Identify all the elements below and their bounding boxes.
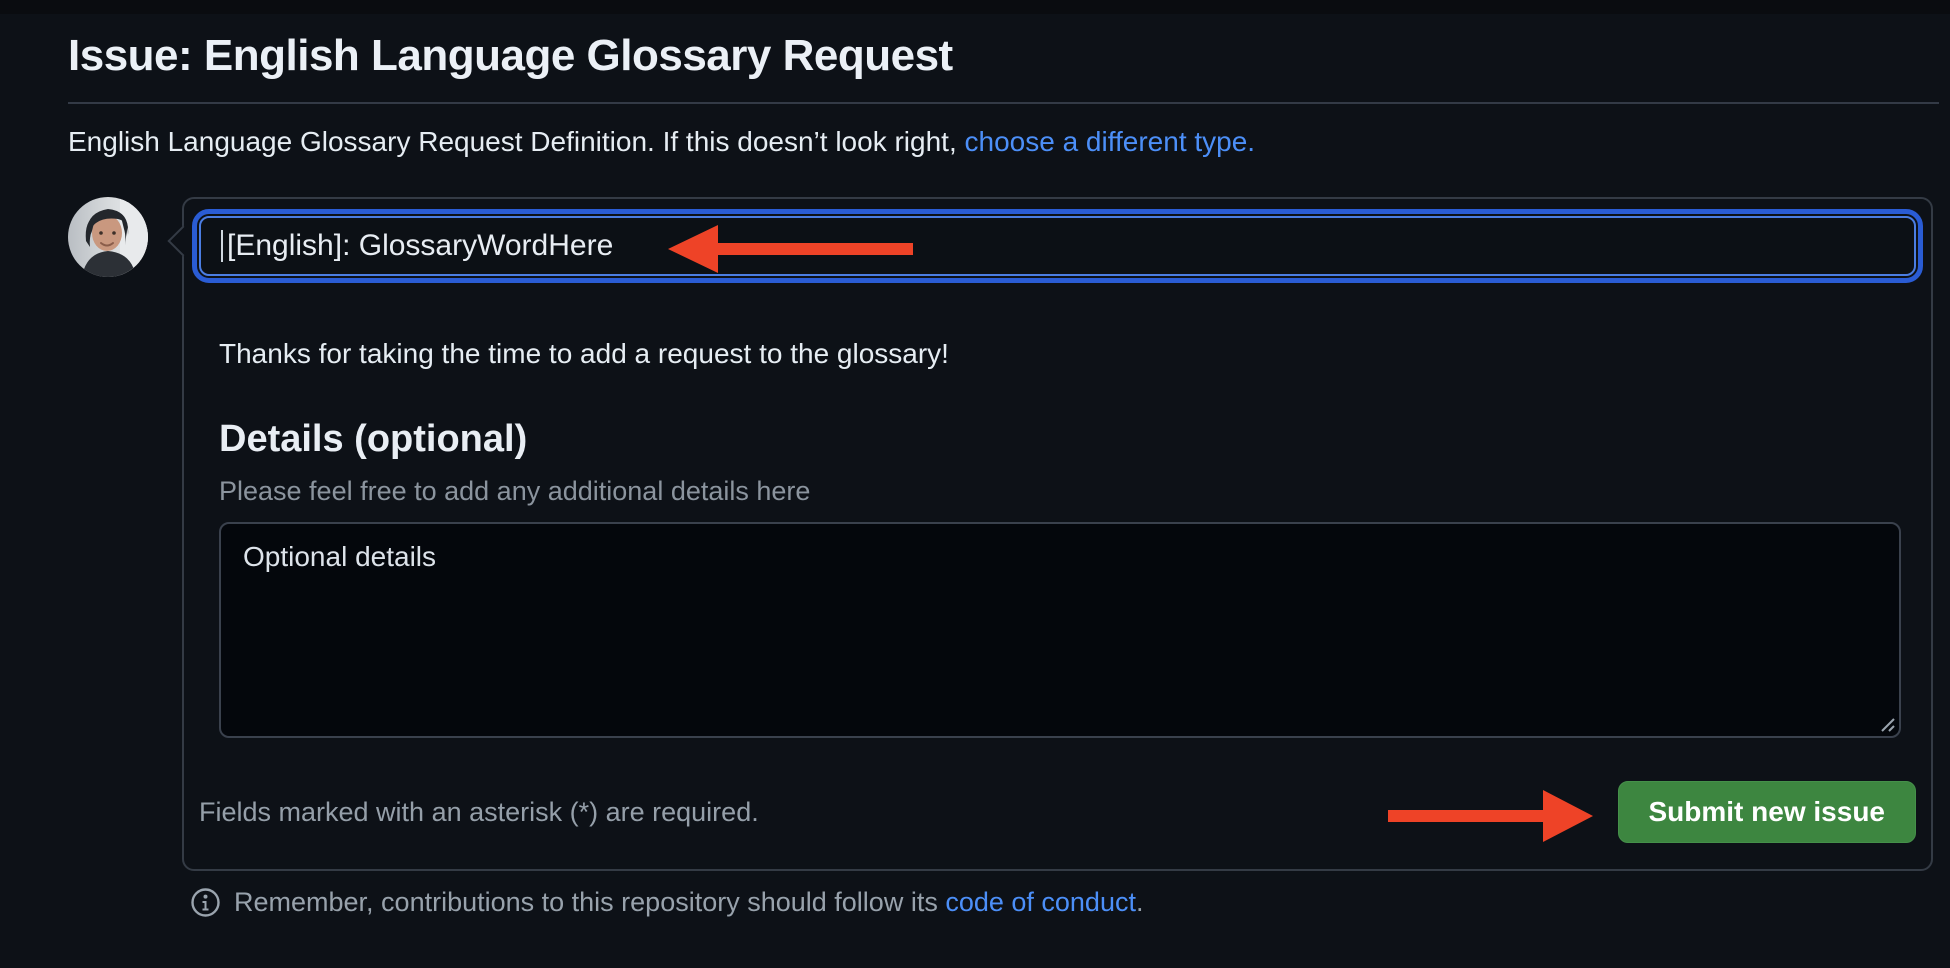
speech-caret	[167, 225, 199, 257]
form-body: Thanks for taking the time to add a requ…	[219, 337, 1901, 738]
code-of-conduct-note: Remember, contributions to this reposito…	[190, 887, 1950, 918]
resize-handle-icon[interactable]	[1878, 715, 1896, 733]
conduct-note-suffix: .	[1135, 887, 1144, 917]
page-title: Issue: English Language Glossary Request	[68, 31, 953, 80]
text-cursor	[221, 230, 223, 262]
conduct-note-text: Remember, contributions to this reposito…	[234, 887, 1143, 918]
required-fields-note: Fields marked with an asterisk (*) are r…	[199, 796, 759, 827]
issue-form-panel: Thanks for taking the time to add a requ…	[167, 197, 1933, 871]
issue-title-input[interactable]	[192, 209, 1923, 283]
title-divider	[68, 102, 1939, 104]
details-heading: Details (optional)	[219, 418, 528, 460]
issue-title-field-wrap	[192, 209, 1923, 283]
details-field-wrap: Optional details	[219, 522, 1901, 738]
issue-form-area: Thanks for taking the time to add a requ…	[0, 197, 1950, 871]
intro-text: Thanks for taking the time to add a requ…	[219, 338, 949, 369]
submit-new-issue-button[interactable]: Submit new issue	[1617, 781, 1916, 843]
details-textarea[interactable]: Optional details	[219, 522, 1901, 738]
form-description: English Language Glossary Request Defini…	[68, 125, 1950, 159]
form-description-text: English Language Glossary Request Defini…	[68, 126, 965, 157]
user-avatar-icon	[68, 197, 148, 277]
conduct-note-prefix: Remember, contributions to this reposito…	[234, 887, 946, 917]
choose-different-type-link[interactable]: choose a different type.	[964, 126, 1256, 157]
form-footer: Fields marked with an asterisk (*) are r…	[199, 781, 1916, 869]
top-strip	[0, 0, 1950, 14]
details-helper-text: Please feel free to add any additional d…	[219, 476, 811, 506]
code-of-conduct-link[interactable]: code of conduct	[945, 887, 1136, 917]
info-icon	[191, 888, 220, 917]
